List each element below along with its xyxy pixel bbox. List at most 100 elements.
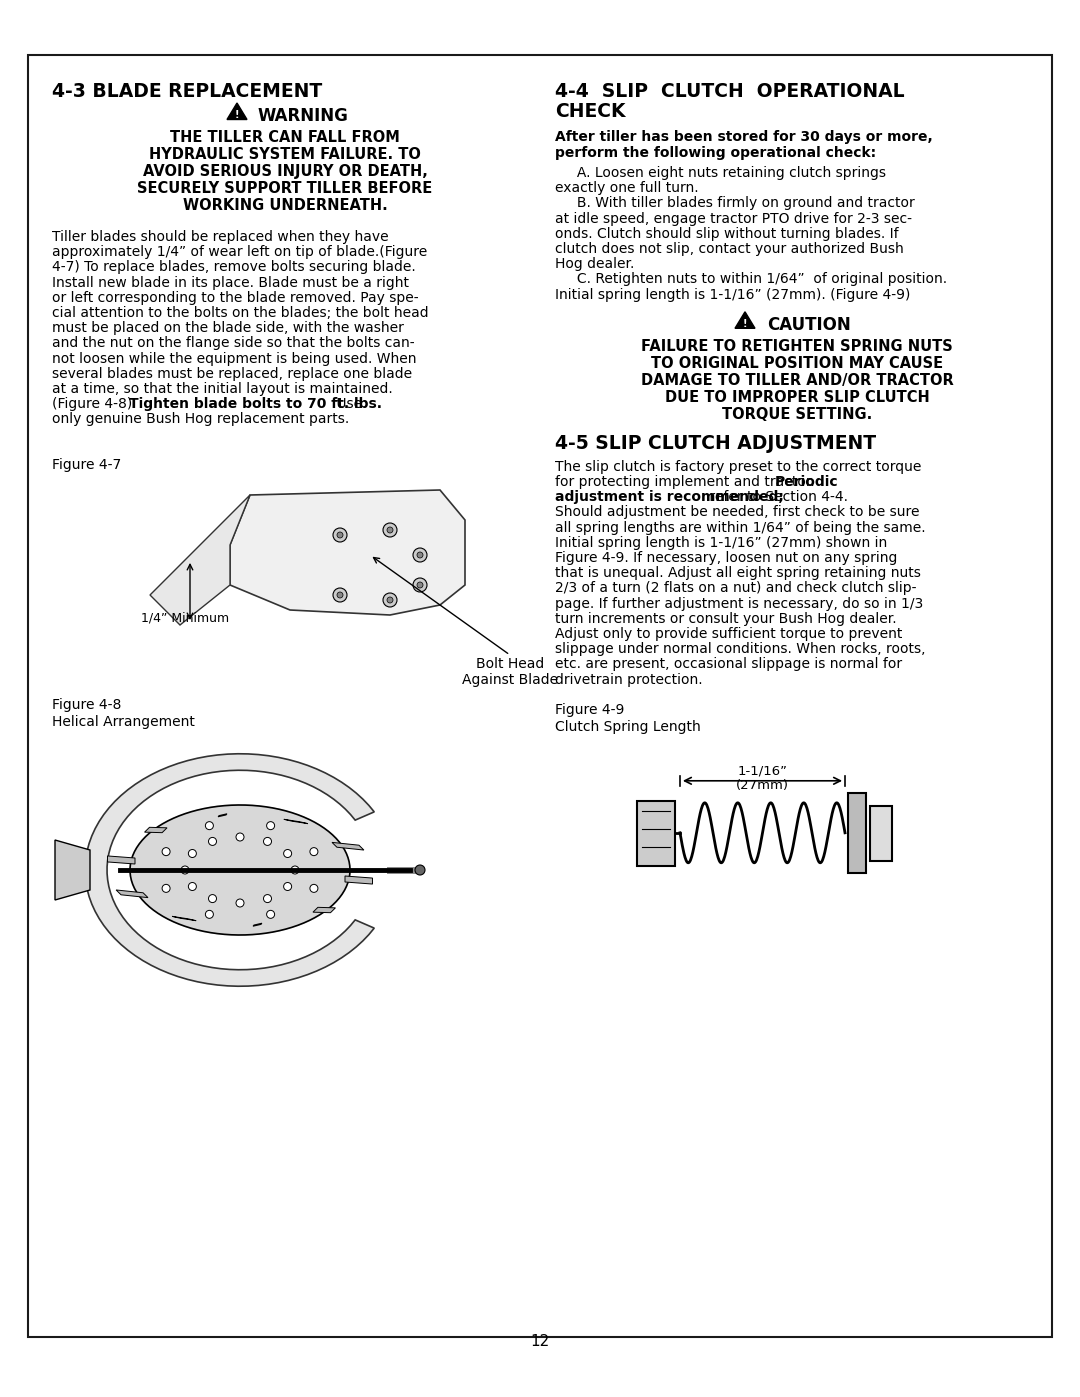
Text: 1-1/16”: 1-1/16” [738, 764, 787, 778]
Circle shape [267, 821, 274, 830]
Bar [870, 806, 892, 861]
Text: several blades must be replaced, replace one blade: several blades must be replaced, replace… [52, 367, 413, 381]
Text: or left corresponding to the blade removed. Pay spe-: or left corresponding to the blade remov… [52, 291, 419, 305]
Polygon shape [130, 805, 350, 935]
Polygon shape [117, 890, 148, 898]
Circle shape [162, 848, 170, 855]
Text: FAILURE TO RETIGHTEN SPRING NUTS: FAILURE TO RETIGHTEN SPRING NUTS [642, 339, 953, 353]
Text: must be placed on the blade side, with the washer: must be placed on the blade side, with t… [52, 321, 404, 335]
Text: all spring lengths are within 1/64” of being the same.: all spring lengths are within 1/64” of b… [555, 521, 926, 535]
Circle shape [264, 894, 271, 902]
Polygon shape [735, 312, 755, 328]
Text: exactly one full turn.: exactly one full turn. [555, 182, 699, 196]
Text: 4-5 SLIP CLUTCH ADJUSTMENT: 4-5 SLIP CLUTCH ADJUSTMENT [555, 434, 876, 453]
Text: Install new blade in its place. Blade must be a right: Install new blade in its place. Blade mu… [52, 275, 409, 289]
Circle shape [417, 583, 423, 588]
Text: Adjust only to provide sufficient torque to prevent: Adjust only to provide sufficient torque… [555, 627, 903, 641]
Text: After tiller has been stored for 30 days or more,: After tiller has been stored for 30 days… [555, 130, 933, 144]
Text: Periodic: Periodic [774, 475, 838, 489]
Polygon shape [332, 842, 364, 849]
Text: Bolt Head: Bolt Head [476, 657, 544, 671]
Text: HYDRAULIC SYSTEM FAILURE. TO: HYDRAULIC SYSTEM FAILURE. TO [149, 147, 421, 162]
Circle shape [284, 849, 292, 858]
Circle shape [188, 849, 197, 858]
Circle shape [417, 552, 423, 557]
Circle shape [181, 866, 189, 875]
Text: only genuine Bush Hog replacement parts.: only genuine Bush Hog replacement parts. [52, 412, 349, 426]
Text: DAMAGE TO TILLER AND/OR TRACTOR: DAMAGE TO TILLER AND/OR TRACTOR [640, 373, 954, 388]
Text: 2/3 of a turn (2 flats on a nut) and check clutch slip-: 2/3 of a turn (2 flats on a nut) and che… [555, 581, 917, 595]
Circle shape [337, 592, 343, 598]
Circle shape [387, 597, 393, 604]
Text: WARNING: WARNING [257, 108, 348, 124]
Circle shape [208, 837, 216, 845]
Text: at idle speed, engage tractor PTO drive for 2-3 sec-: at idle speed, engage tractor PTO drive … [555, 211, 912, 225]
Text: adjustment is recommended;: adjustment is recommended; [555, 490, 784, 504]
Text: clutch does not slip, contact your authorized Bush: clutch does not slip, contact your autho… [555, 242, 904, 256]
Polygon shape [253, 923, 261, 926]
Text: etc. are present, occasional slippage is normal for: etc. are present, occasional slippage is… [555, 658, 902, 672]
Text: slippage under normal conditions. When rocks, roots,: slippage under normal conditions. When r… [555, 643, 926, 657]
Text: TO ORIGINAL POSITION MAY CAUSE: TO ORIGINAL POSITION MAY CAUSE [651, 356, 943, 370]
Text: Clutch Spring Length: Clutch Spring Length [555, 719, 701, 733]
Circle shape [208, 894, 216, 902]
Polygon shape [145, 827, 167, 833]
Text: drivetrain protection.: drivetrain protection. [555, 672, 703, 686]
Text: (Figure 4-8): (Figure 4-8) [52, 397, 137, 411]
Text: for protecting implement and tractor.: for protecting implement and tractor. [555, 475, 819, 489]
Text: that is unequal. Adjust all eight spring retaining nuts: that is unequal. Adjust all eight spring… [555, 566, 921, 580]
Text: TORQUE SETTING.: TORQUE SETTING. [721, 407, 873, 422]
Text: The slip clutch is factory preset to the correct torque: The slip clutch is factory preset to the… [555, 460, 921, 474]
Polygon shape [313, 907, 336, 912]
Text: THE TILLER CAN FALL FROM: THE TILLER CAN FALL FROM [170, 130, 400, 145]
Circle shape [387, 527, 393, 534]
Text: !: ! [743, 319, 747, 328]
Text: CAUTION: CAUTION [767, 316, 851, 334]
Text: cial attention to the bolts on the blades; the bolt head: cial attention to the bolts on the blade… [52, 306, 429, 320]
Text: Figure 4-7: Figure 4-7 [52, 458, 121, 472]
Bar [637, 800, 675, 866]
Text: not loosen while the equipment is being used. When: not loosen while the equipment is being … [52, 352, 417, 366]
Text: at a time, so that the initial layout is maintained.: at a time, so that the initial layout is… [52, 381, 393, 395]
Circle shape [264, 837, 271, 845]
Circle shape [291, 866, 299, 875]
Text: Figure 4-9. If necessary, loosen nut on any spring: Figure 4-9. If necessary, loosen nut on … [555, 550, 897, 564]
Circle shape [337, 532, 343, 538]
Text: WORKING UNDERNEATH.: WORKING UNDERNEATH. [183, 198, 388, 212]
Text: Tighten blade bolts to 70 ft. lbs.: Tighten blade bolts to 70 ft. lbs. [130, 397, 382, 411]
Text: C. Retighten nuts to within 1/64”  of original position.: C. Retighten nuts to within 1/64” of ori… [555, 272, 947, 286]
Text: Initial spring length is 1-1/16” (27mm). (Figure 4-9): Initial spring length is 1-1/16” (27mm).… [555, 288, 910, 302]
Text: AVOID SERIOUS INJURY OR DEATH,: AVOID SERIOUS INJURY OR DEATH, [143, 163, 428, 179]
Text: SECURELY SUPPORT TILLER BEFORE: SECURELY SUPPORT TILLER BEFORE [137, 182, 433, 196]
Text: 4-4  SLIP  CLUTCH  OPERATIONAL: 4-4 SLIP CLUTCH OPERATIONAL [555, 82, 905, 101]
Text: 12: 12 [530, 1334, 550, 1350]
Text: Helical Arrangement: Helical Arrangement [52, 715, 194, 729]
Circle shape [310, 884, 318, 893]
Text: 4-3 BLADE REPLACEMENT: 4-3 BLADE REPLACEMENT [52, 82, 322, 101]
Bar [848, 793, 866, 873]
Text: (27mm): (27mm) [735, 778, 789, 792]
Text: Against Blade: Against Blade [462, 673, 558, 687]
Text: 1/4” Minimum: 1/4” Minimum [140, 612, 229, 624]
Text: Figure 4-8: Figure 4-8 [52, 698, 121, 712]
Text: Should adjustment be needed, first check to be sure: Should adjustment be needed, first check… [555, 506, 919, 520]
Text: CHECK: CHECK [555, 102, 625, 122]
Circle shape [310, 848, 318, 855]
Text: Initial spring length is 1-1/16” (27mm) shown in: Initial spring length is 1-1/16” (27mm) … [555, 536, 888, 550]
Circle shape [188, 883, 197, 890]
Circle shape [415, 865, 426, 875]
Circle shape [333, 528, 347, 542]
Polygon shape [218, 813, 227, 817]
Text: perform the following operational check:: perform the following operational check: [555, 145, 876, 159]
Text: turn increments or consult your Bush Hog dealer.: turn increments or consult your Bush Hog… [555, 612, 896, 626]
Circle shape [383, 522, 397, 536]
Polygon shape [284, 819, 308, 824]
Text: page. If further adjustment is necessary, do so in 1/3: page. If further adjustment is necessary… [555, 597, 923, 610]
Circle shape [205, 821, 214, 830]
Polygon shape [230, 490, 465, 615]
Polygon shape [108, 856, 135, 863]
Circle shape [413, 578, 427, 592]
Circle shape [333, 588, 347, 602]
Circle shape [162, 884, 170, 893]
Text: 4-7) To replace blades, remove bolts securing blade.: 4-7) To replace blades, remove bolts sec… [52, 260, 416, 274]
